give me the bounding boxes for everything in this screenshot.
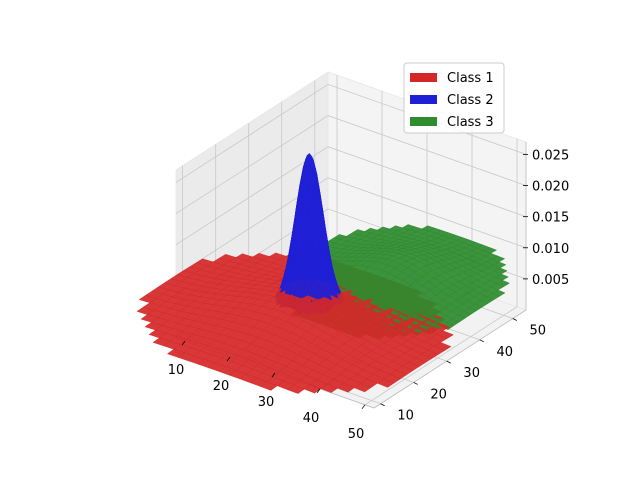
x-tick-label: 30	[258, 395, 275, 410]
y-tick	[446, 360, 451, 364]
x-tick	[316, 388, 321, 394]
gridline-x	[364, 138, 518, 406]
y-tick	[413, 382, 418, 385]
x-tick	[181, 340, 186, 346]
gridline-z	[175, 177, 527, 277]
x-tick	[361, 404, 366, 410]
y-tick	[479, 339, 484, 343]
z-tick-label: 0.010	[532, 242, 569, 257]
gridline-z	[175, 115, 527, 214]
y-tick	[512, 318, 517, 321]
y-tick-label: 10	[397, 409, 414, 424]
z-tick-label: 0.005	[532, 273, 569, 288]
x-tick-label: 40	[303, 411, 320, 426]
y-axis-line	[373, 309, 527, 409]
x-tick-label: 10	[168, 363, 185, 378]
legend-swatch	[410, 117, 437, 126]
x-tick-label: 20	[213, 379, 230, 394]
y-tick-label: 40	[496, 345, 513, 360]
z-tick-label: 0.025	[532, 148, 569, 163]
z-tick-label: 0.015	[532, 211, 569, 226]
surface-facet-1	[353, 383, 372, 393]
surface-facet-1	[376, 378, 395, 388]
axis-ticks: 10 20 30 40 50 10 20 30 40 50 0.005 0.010 0.015 0.020…	[168, 148, 569, 441]
x-tick-label: 50	[348, 427, 365, 442]
legend-swatch	[410, 95, 437, 104]
legend-label: Class 3	[447, 115, 494, 130]
legend-swatch	[410, 73, 437, 82]
gridline-z	[175, 146, 527, 246]
z-tick-label: 0.020	[532, 180, 569, 195]
surfaces	[136, 152, 511, 394]
x-tick	[271, 372, 276, 378]
y-tick	[380, 403, 385, 407]
y-tick-label: 30	[463, 366, 480, 381]
legend-label: Class 1	[447, 71, 494, 86]
y-tick-label: 50	[530, 324, 547, 339]
legend: Class 1 Class 2 Class 3	[403, 62, 505, 134]
y-tick-label: 20	[430, 387, 447, 402]
x-tick	[226, 356, 231, 362]
legend-label: Class 2	[447, 93, 494, 108]
